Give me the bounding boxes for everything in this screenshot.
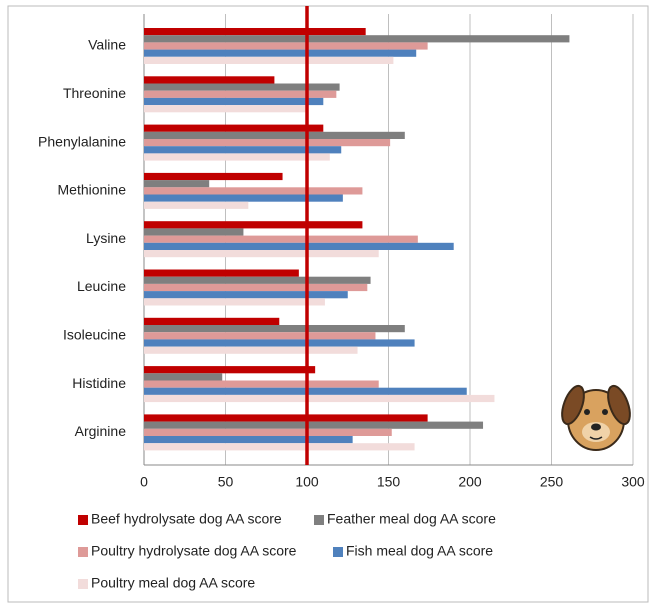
- bar: [144, 443, 415, 450]
- bar: [144, 180, 209, 187]
- legend-swatch: [333, 547, 343, 557]
- bar: [144, 195, 343, 202]
- y-tick-label: Arginine: [75, 423, 127, 439]
- x-tick-label: 0: [140, 474, 148, 490]
- bar: [144, 28, 366, 35]
- bar: [144, 35, 569, 42]
- legend-swatch: [78, 579, 88, 589]
- legend-swatch: [78, 547, 88, 557]
- y-tick-label: Lysine: [86, 230, 126, 246]
- bar: [144, 284, 367, 291]
- x-tick-label: 150: [377, 474, 401, 490]
- bar: [144, 125, 323, 132]
- bar: [144, 429, 392, 436]
- bar: [144, 250, 379, 257]
- y-tick-label: Methionine: [58, 182, 127, 198]
- bar: [144, 270, 299, 277]
- bar: [144, 347, 358, 354]
- bar: [144, 76, 274, 83]
- bar: [144, 173, 283, 180]
- bar: [144, 332, 375, 339]
- bar: [144, 395, 494, 402]
- bar: [144, 221, 362, 228]
- y-tick-label: Histidine: [72, 375, 126, 391]
- legend-label: Beef hydrolysate dog AA score: [91, 511, 282, 527]
- bar: [144, 153, 330, 160]
- y-tick-label: Leucine: [77, 278, 126, 294]
- x-tick-label: 50: [218, 474, 234, 490]
- bar: [144, 42, 428, 49]
- bar: [144, 298, 325, 305]
- bar: [144, 139, 390, 146]
- bar: [144, 277, 371, 284]
- bar: [144, 98, 323, 105]
- legend-swatch: [78, 515, 88, 525]
- bar: [144, 243, 454, 250]
- bar: [144, 236, 418, 243]
- x-tick-label: 250: [540, 474, 564, 490]
- bar: [144, 414, 428, 421]
- legend-label: Feather meal dog AA score: [327, 511, 496, 527]
- y-tick-label: Isoleucine: [63, 327, 126, 343]
- bar: [144, 436, 353, 443]
- bar: [144, 422, 483, 429]
- bar: [144, 146, 341, 153]
- bar: [144, 291, 348, 298]
- legend-label: Fish meal dog AA score: [346, 543, 493, 559]
- x-tick-label: 200: [458, 474, 482, 490]
- bar: [144, 57, 393, 64]
- bar: [144, 202, 248, 209]
- y-tick-label: Valine: [88, 37, 126, 53]
- bar: [144, 132, 405, 139]
- legend-swatch: [314, 515, 324, 525]
- bar: [144, 84, 340, 91]
- bar: [144, 373, 222, 380]
- bar: [144, 325, 405, 332]
- bar: [144, 381, 379, 388]
- bar: [144, 50, 416, 57]
- x-tick-label: 300: [621, 474, 645, 490]
- bar: [144, 187, 362, 194]
- bar: [144, 228, 243, 235]
- legend-label: Poultry meal dog AA score: [91, 575, 255, 591]
- legend-label: Poultry hydrolysate dog AA score: [91, 543, 297, 559]
- y-tick-label: Threonine: [63, 85, 126, 101]
- chart: 0 50 100 150 200 250 300 Valine Threonine Phenyla…: [0, 0, 656, 610]
- y-tick-label: Phenylalanine: [38, 133, 126, 149]
- bar: [144, 105, 305, 112]
- bar: [144, 366, 315, 373]
- bar: [144, 339, 415, 346]
- bar: [144, 318, 279, 325]
- x-tick-label: 100: [295, 474, 319, 490]
